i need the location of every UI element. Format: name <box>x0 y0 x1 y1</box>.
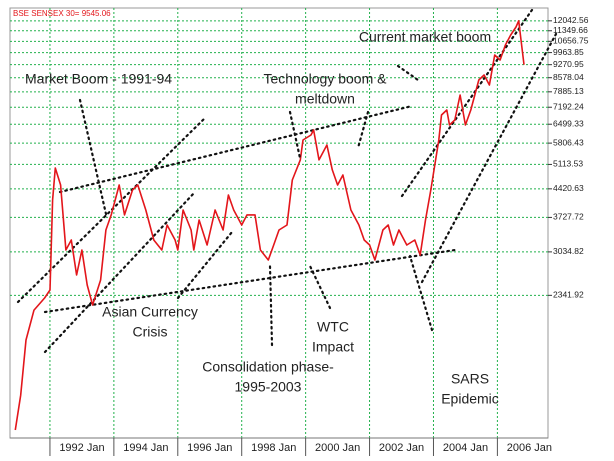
x-tick-label: 1994 Jan <box>123 442 168 454</box>
trend-line <box>16 116 207 304</box>
x-tick-label: 1992 Jan <box>59 442 104 454</box>
y-tick-label: 11349.66 <box>553 25 588 35</box>
arrow <box>268 264 274 347</box>
x-tick-label: 2000 Jan <box>315 442 360 454</box>
x-tick-label: 2004 Jan <box>443 442 488 454</box>
arrow <box>396 64 420 82</box>
y-tick-label: 7885.13 <box>553 86 584 96</box>
arrow <box>356 110 370 150</box>
x-tick-label: 1996 Jan <box>187 442 232 454</box>
y-tick-label: 12042.56 <box>553 15 589 25</box>
series <box>14 20 525 431</box>
y-tick-label: 5113.53 <box>553 159 583 169</box>
annotation: 1995-2003 <box>235 379 302 395</box>
annotation: Crisis <box>133 324 168 340</box>
y-tick-label: 8578.04 <box>553 72 584 82</box>
trend-lines <box>16 8 558 354</box>
x-tick-label: 2006 Jan <box>507 442 552 454</box>
y-tick-label: 4420.63 <box>553 183 584 193</box>
y-tick-label: 9963.85 <box>553 47 584 57</box>
y-tick-label: 6499.33 <box>553 118 584 128</box>
trend-line <box>43 190 197 354</box>
arrows <box>78 64 434 347</box>
plot-frame <box>9 7 549 439</box>
grid <box>10 8 548 438</box>
trend-line <box>58 104 414 194</box>
annotation: SARS <box>451 371 489 387</box>
arrow <box>408 254 434 332</box>
x-tick-label: 2002 Jan <box>379 442 424 454</box>
arrow <box>308 264 332 310</box>
annotation: Impact <box>312 339 354 355</box>
y-tick-label: 7192.24 <box>553 101 584 111</box>
annotation: Consolidation phase- <box>202 359 334 375</box>
arrow <box>288 110 302 160</box>
series-line <box>14 20 525 431</box>
annotation: Technology boom & <box>264 71 388 87</box>
y-tick-label: 2341.92 <box>553 290 584 300</box>
annotations: Current market boom Technology boom & melt… <box>25 29 499 407</box>
annotation: WTC <box>317 319 349 335</box>
annotation: Market Boom - 1991-94 <box>25 71 172 87</box>
y-tick-label: 3727.72 <box>553 212 584 222</box>
y-tick-label: 10656.75 <box>553 36 589 46</box>
arrow <box>176 230 234 300</box>
y-tick-label: 9270.95 <box>553 59 584 69</box>
y-tick-label: 3034.82 <box>553 246 584 256</box>
trend-line <box>43 248 457 314</box>
annotation: Asian Currency <box>102 304 198 320</box>
trend-line <box>400 8 534 198</box>
annotation: Epidemic <box>441 391 499 407</box>
x-tick-label: 1998 Jan <box>251 442 296 454</box>
y-tick-label: 5806.43 <box>553 137 584 147</box>
series-label: BSE SENSEX 30= 9545.06 <box>13 9 111 18</box>
annotation: meltdown <box>295 91 355 107</box>
annotation: Current market boom <box>359 29 491 45</box>
